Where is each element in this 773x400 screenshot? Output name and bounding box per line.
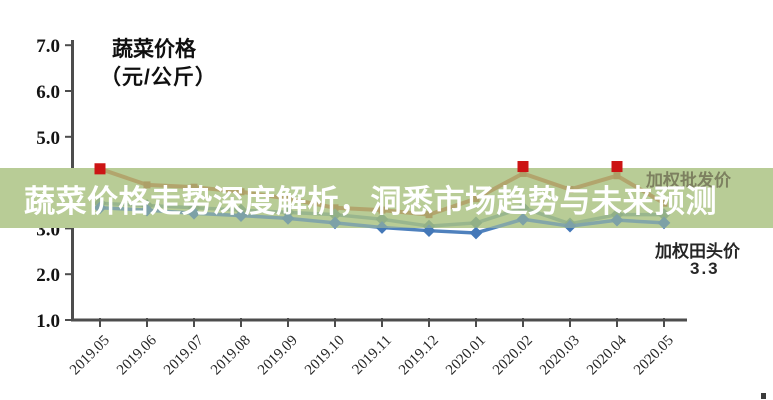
series-marker (469, 216, 483, 228)
series-marker (613, 172, 621, 180)
field-price-value-label: 3.3 (690, 259, 720, 278)
highlight-marker (94, 163, 106, 175)
banner-showthrough-lines (93, 168, 671, 228)
y-tick-label: 7.0 (36, 36, 60, 57)
series-marker (140, 203, 154, 217)
series-marker (187, 206, 201, 220)
series-marker (328, 216, 342, 228)
y-tick-label: 2.0 (36, 265, 60, 286)
headline-text: 蔬菜价格走势深度解析，洞悉市场趋势与未来预测 (24, 183, 717, 219)
series-marker (93, 201, 107, 215)
series-marker (375, 212, 389, 226)
series-marker (566, 185, 574, 193)
series-marker (234, 209, 248, 222)
highlight-marker (611, 161, 623, 173)
series-marker (143, 181, 151, 189)
series-marker (331, 204, 339, 212)
bottom-right-artifact (761, 393, 766, 399)
series-marker (519, 169, 527, 177)
highlight-marker (517, 161, 529, 173)
series-marker (425, 211, 433, 219)
chart-title: 蔬菜价格 （元/公斤） (100, 36, 217, 92)
series-marker (469, 226, 483, 240)
series-marker (472, 195, 480, 203)
series-marker (378, 206, 386, 214)
y-tick-label: 1.0 (36, 311, 60, 332)
series-marker (190, 183, 198, 191)
y-tick-label: 6.0 (36, 82, 60, 103)
series-marker (422, 224, 436, 228)
chart-title-unit: （元/公斤） (100, 66, 217, 89)
series-marker (660, 199, 668, 207)
y-tick-label: 5.0 (36, 128, 60, 149)
wholesale-series-label: 加权批发价 (646, 171, 731, 190)
series-marker (375, 221, 389, 228)
chart-title-text: 蔬菜价格 (112, 38, 196, 61)
series-marker (237, 188, 245, 196)
series-marker (328, 208, 342, 222)
series-marker (469, 226, 483, 228)
field-price-series-label: 加权田头价 (655, 242, 740, 261)
series-marker (284, 195, 292, 203)
series-marker (281, 211, 295, 225)
